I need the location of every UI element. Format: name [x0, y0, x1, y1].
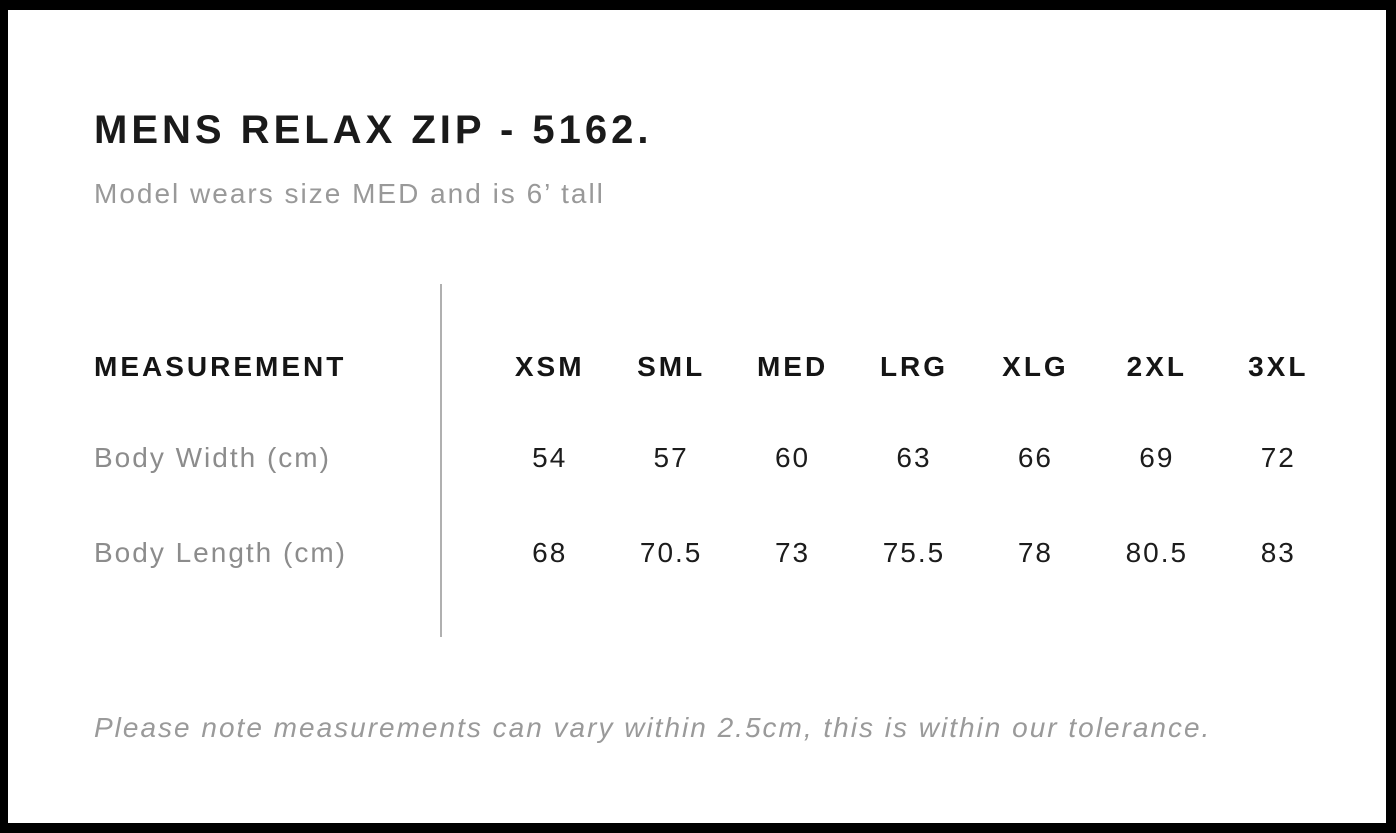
size-chart-table: MEASUREMENT XSM SML MED LRG XLG 2XL 3XL … — [94, 322, 1339, 601]
column-header-measurement: MEASUREMENT — [94, 351, 347, 382]
body-width-value-3xl: 72 — [1260, 442, 1296, 473]
body-length-value-xlg: 78 — [1017, 536, 1053, 568]
size-column-header-3xl: 3XL — [1248, 351, 1309, 382]
row-label-body-width: Body Width (cm) — [94, 442, 331, 473]
body-length-value-lrg: 75.5 — [882, 536, 946, 568]
size-column-header-sml: SML — [637, 351, 706, 382]
size-column-header-2xl: 2XL — [1126, 351, 1188, 382]
body-length-value-2xl: 80.5 — [1125, 536, 1189, 568]
body-width-value-med: 60 — [774, 442, 811, 473]
body-length-value-med: 73 — [774, 536, 811, 568]
page-title: MENS RELAX ZIP - 5162. — [94, 108, 653, 152]
size-column-header-med: MED — [756, 351, 829, 382]
size-chart-page: MENS RELAX ZIP - 5162. Model wears size … — [8, 10, 1386, 823]
size-column-header-lrg: LRG — [879, 351, 949, 382]
body-length-value-sml: 70.5 — [639, 536, 703, 568]
body-width-value-xlg: 66 — [1017, 442, 1053, 473]
body-width-value-2xl: 69 — [1139, 442, 1175, 473]
table-divider-line — [440, 284, 442, 637]
body-width-value-sml: 57 — [653, 442, 689, 473]
tolerance-note: Please note measurements can vary within… — [94, 712, 1212, 743]
size-column-header-xsm: XSM — [514, 351, 585, 382]
model-size-note: Model wears size MED and is 6’ tall — [94, 178, 605, 209]
body-width-value-xsm: 54 — [532, 442, 568, 473]
size-column-header-xlg: XLG — [1002, 351, 1069, 382]
body-length-value-xsm: 68 — [532, 536, 568, 568]
body-width-value-lrg: 63 — [896, 442, 932, 473]
row-label-body-length: Body Length (cm) — [94, 536, 347, 568]
body-length-value-3xl: 83 — [1260, 536, 1296, 568]
